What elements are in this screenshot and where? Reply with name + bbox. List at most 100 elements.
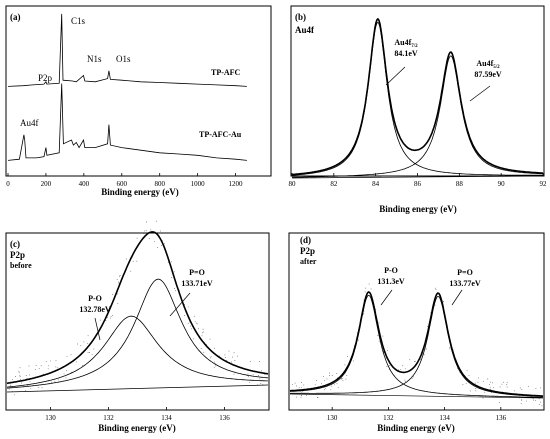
panel-d-noise-point <box>442 301 444 303</box>
panel-c-noise-point <box>145 230 147 232</box>
panel-c-noise-point <box>260 383 262 384</box>
panel-c-noise-point <box>87 335 89 337</box>
panel-d-noise-point <box>506 384 508 386</box>
panel-d-noise-point <box>535 388 537 390</box>
panel-b-tick-label-3: 86 <box>414 180 422 188</box>
panel-d-tick-label-3: 136 <box>496 414 507 422</box>
panel-d-noise-point <box>465 382 467 384</box>
panel-d-noise-point <box>489 383 491 385</box>
panel-c-noise-point <box>248 376 250 378</box>
panel-c-noise-point <box>54 381 56 383</box>
panel-c-noise-point <box>226 360 228 361</box>
panel-c-noise-point <box>15 376 16 377</box>
panel-c-noise-point <box>80 345 82 347</box>
panel-a-survey: (a) C1s N1s O1s P2p Au4f TP-AFC TP-AFC-A… <box>5 5 272 197</box>
panel-c-noise-point <box>106 317 108 318</box>
panel-c-noise-point <box>201 332 203 334</box>
panel-d-noise-point <box>400 368 402 370</box>
panel-c-tick-label-3: 136 <box>219 414 230 422</box>
panel-c-noise-point <box>159 230 161 232</box>
panel-b-peak-subscript-1: 5/2 <box>493 65 500 70</box>
panel-c-noise-point <box>19 376 21 378</box>
panel-c-label: (c) <box>10 239 20 249</box>
panel-c-noise-point <box>83 341 85 343</box>
panel-d-noise-point <box>539 404 541 406</box>
panel-d-noise-point <box>300 386 302 388</box>
panel-c-noise-point <box>167 261 169 263</box>
panel-d-noise-point <box>334 384 335 386</box>
panel-c-noise-point <box>171 277 173 278</box>
panel-b-au4f: (b) Au4f Au4f7/284.1eV Au4f5/287.59eV 80 8… <box>289 5 547 214</box>
panel-b-peak-leader-1 <box>469 85 491 102</box>
panel-c-noise-point <box>193 338 194 340</box>
panel-d-noise-point <box>490 389 492 390</box>
panel-d-peak-leader-1 <box>451 289 463 306</box>
panel-c-noise-point <box>63 373 65 375</box>
panel-d-noise-point <box>420 358 421 360</box>
panel-c-noise-point <box>110 317 111 319</box>
panel-a-tick-label-1: 200 <box>41 180 52 188</box>
panel-d-peak-name-0: P-O <box>384 266 398 275</box>
panel-c-noise-point <box>200 348 202 350</box>
panel-c-noise-point <box>57 379 59 381</box>
panel-d-noise-point <box>345 378 347 380</box>
panel-d-noise-point <box>389 364 391 366</box>
panel-c-noise-point <box>234 360 236 361</box>
panel-d-noise-point <box>413 376 415 378</box>
panel-c-noise-point <box>41 387 43 389</box>
panel-c-noise-point <box>259 378 261 380</box>
panel-d-noise-point <box>414 361 415 362</box>
panel-d-component-1 <box>290 295 544 397</box>
panel-c-noise-point <box>87 342 89 344</box>
panel-c-noise-point <box>259 361 261 362</box>
panel-d-tick-label-1: 132 <box>383 414 394 422</box>
panel-c-noise-point <box>202 328 204 330</box>
panel-d-noise-point <box>528 385 530 387</box>
panel-d-peak-value-0: 131.3eV <box>377 277 405 286</box>
panel-d-noise-point <box>325 387 327 389</box>
panel-d-noise-point <box>336 383 338 385</box>
panel-d-noise-point <box>387 349 389 351</box>
panel-c-noise-point <box>57 367 59 369</box>
panel-b-peak-value-0: 84.1eV <box>394 49 418 58</box>
panel-c-noise-point <box>157 246 158 248</box>
panel-c-noise-point <box>148 238 150 239</box>
panel-c-noise-point <box>194 321 196 323</box>
panel-c-noise-point <box>8 388 10 390</box>
panel-c-noise-point <box>187 323 189 325</box>
series-label-tp-afc-au: TP-AFC-Au <box>199 130 242 139</box>
panel-c-tick-label-0: 130 <box>45 414 56 422</box>
panel-c-noise-point <box>105 320 107 322</box>
panel-d-noise-point <box>538 398 540 400</box>
panel-c-noise-point <box>173 271 175 273</box>
panel-d-noise-point <box>449 347 451 349</box>
panel-c-noise-point <box>35 365 37 367</box>
panel-d-noise-point <box>478 377 480 379</box>
panel-a-xlabel: Binding energy (eV) <box>101 187 179 197</box>
panel-d-noise-point <box>291 383 293 385</box>
panel-d-noise-point <box>364 291 366 293</box>
panel-c-noise-point <box>145 221 147 223</box>
panel-d-noise-point <box>301 382 302 383</box>
panel-d-noise-point <box>365 287 366 289</box>
panel-c-noise-point <box>197 323 198 325</box>
panel-c-noise-point <box>231 361 233 363</box>
panel-d-tick-label-0: 130 <box>327 414 338 422</box>
panel-c-noise-point <box>50 360 52 362</box>
panel-b-label: (b) <box>295 12 306 22</box>
panel-c-noise-point <box>10 384 12 386</box>
panel-c-noise-point <box>65 377 67 379</box>
panel-b-peak-name-0: Au4f7/2 <box>394 38 418 49</box>
panel-c-noise-point <box>14 394 16 396</box>
panel-c-noise-point <box>233 352 235 354</box>
panel-b-component-0 <box>291 21 543 176</box>
panel-d-noise-point <box>506 381 508 383</box>
panel-d-noise-point <box>425 348 427 350</box>
panel-d-noise-point <box>316 380 317 382</box>
panel-d-noise-point <box>462 384 464 386</box>
panel-c-region: P2p <box>10 250 25 260</box>
panel-c-noise-point <box>156 220 158 222</box>
panel-d-noise-point <box>300 395 302 397</box>
panel-d-xlabel: Binding energy (eV) <box>377 423 455 433</box>
